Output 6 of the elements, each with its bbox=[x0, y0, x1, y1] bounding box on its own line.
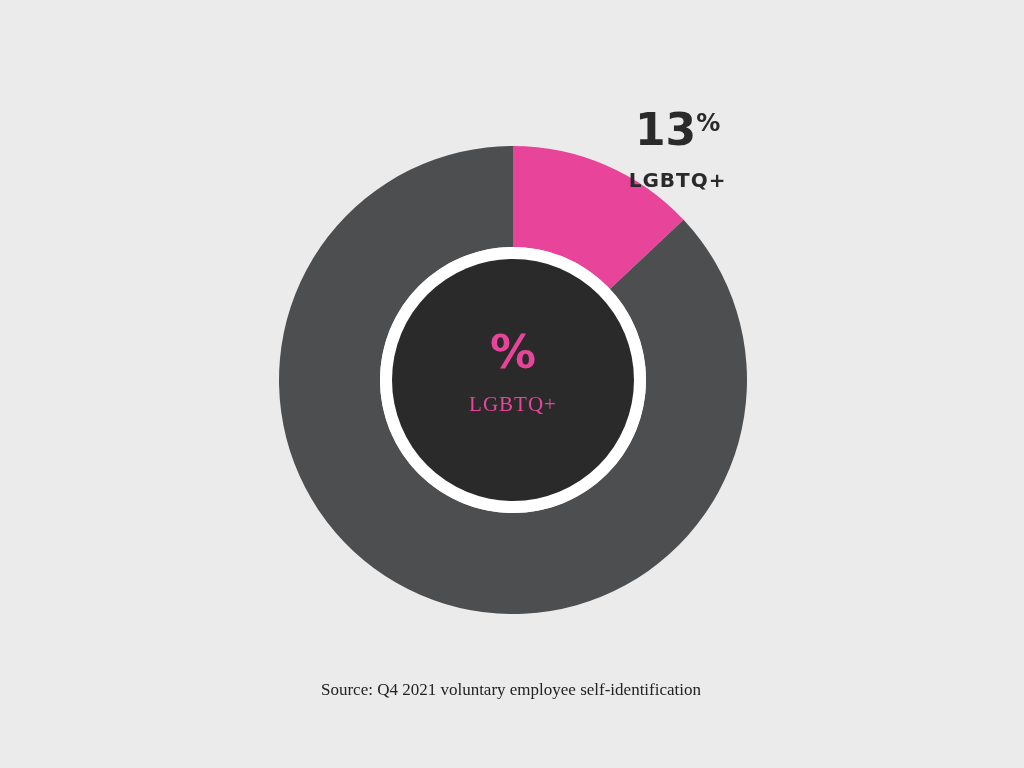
data-label: 13$^{%}$ bbox=[634, 104, 721, 156]
text: % bbox=[489, 325, 537, 379]
text: LGBTQ+ bbox=[469, 392, 557, 416]
donut-slice bbox=[279, 146, 747, 614]
source-note: Source: Q4 2021 voluntary employee self-identification bbox=[320, 680, 702, 699]
slice-label: LGBTQ+ bbox=[628, 168, 727, 193]
